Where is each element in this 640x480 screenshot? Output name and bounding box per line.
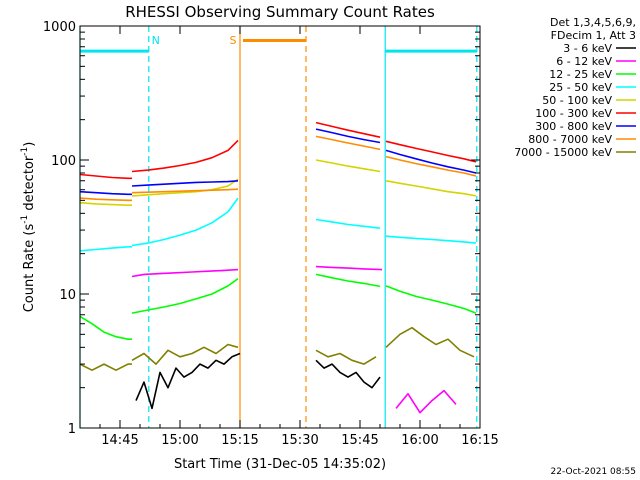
chart-title: RHESSI Observing Summary Count Rates: [125, 3, 435, 21]
x-axis-label: Start Time (31-Dec-05 14:35:02): [174, 457, 386, 472]
series-2-segment-3: [395, 389, 457, 414]
y-axis-label-part-1: Count Rate (s: [22, 224, 37, 313]
series-6-segment-4: [385, 140, 477, 163]
y-axis-label-part-3: ): [22, 142, 37, 147]
legend-label-7: 300 - 800 keV: [535, 120, 612, 133]
series-1-segment-1: [135, 352, 241, 410]
marker-s: S: [230, 34, 237, 47]
series-1: [135, 352, 381, 410]
y-tick-label-1: 1: [68, 422, 76, 437]
y-axis-label-sup-2: -1: [20, 147, 30, 156]
series-9-segment-3: [315, 349, 377, 365]
legend-label-1: 3 - 6 keV: [563, 42, 612, 55]
series-2: [131, 265, 457, 414]
legend-label-8: 800 - 7000 keV: [528, 133, 612, 146]
series-3: [79, 273, 477, 341]
series-8: [79, 135, 477, 202]
series-5-segment-1: [79, 201, 132, 206]
y-axis-label: Count Rate (s-1 detector-1): [20, 142, 37, 313]
series-5-segment-2: [131, 178, 239, 197]
series-7-segment-2: [131, 180, 239, 187]
legend-header-line-1: Det 1,3,4,5,6,9,: [550, 16, 636, 29]
generation-timestamp: 22-Oct-2021 08:55: [551, 467, 636, 477]
series-7-segment-1: [79, 190, 132, 196]
legend-label-5: 50 - 100 keV: [542, 94, 612, 107]
series-4-segment-3: [315, 218, 381, 229]
axes: 14:45 15:00 15:15 15:30 15:45 16:00 16:15 1 10 10…: [43, 20, 499, 448]
y-axis-label-sup-1: -1: [20, 215, 30, 224]
series-2-segment-1: [131, 268, 239, 278]
series-9-segment-1: [79, 363, 132, 372]
series-4: [79, 197, 477, 252]
series-3-segment-2: [131, 278, 239, 314]
legend: Det 1,3,4,5,6,9, FDecim 1, Att 3 3 - 6 k…: [514, 16, 636, 159]
x-tick-label-7: 16:15: [461, 433, 498, 448]
series-7-segment-4: [385, 149, 477, 174]
legend-label-4: 25 - 50 keV: [549, 81, 612, 94]
series-4-segment-4: [385, 235, 477, 244]
series-6: [79, 121, 477, 180]
legend-label-3: 12 - 25 keV: [549, 68, 612, 81]
series-6-segment-1: [79, 173, 132, 180]
series-4-segment-2: [131, 197, 239, 247]
series-8-segment-1: [79, 197, 132, 202]
legend-label-2: 6 - 12 keV: [556, 55, 612, 68]
y-tick-label-4: 1000: [43, 20, 76, 35]
series-8-segment-2: [131, 188, 239, 194]
series-3-segment-3: [315, 273, 381, 288]
series-9: [79, 326, 475, 372]
x-tick-label-6: 16:00: [401, 433, 438, 448]
legend-label-6: 100 - 300 keV: [535, 107, 612, 120]
series-5-segment-4: [385, 180, 477, 197]
plot-frame: [79, 25, 481, 429]
series-5-segment-3: [315, 159, 381, 173]
series-6-segment-2: [131, 139, 239, 173]
marker-n: N: [152, 34, 160, 47]
x-tick-label-3: 15:15: [221, 433, 258, 448]
legend-header-line-2: FDecim 1, Att 3: [551, 29, 636, 42]
series-5: [79, 159, 477, 206]
series-2-segment-2: [315, 265, 383, 271]
series-3-segment-1: [79, 315, 132, 341]
y-axis-label-part-2: detector: [22, 155, 37, 215]
y-tick-label-3: 100: [51, 154, 76, 169]
series-8-segment-4: [385, 155, 477, 177]
legend-label-9: 7000 - 15000 keV: [514, 146, 612, 159]
series-3-segment-4: [385, 285, 477, 314]
series-7: [79, 128, 477, 196]
series-9-segment-2: [131, 343, 239, 365]
series-1-segment-2: [315, 359, 381, 389]
x-tick-label-1: 14:45: [101, 433, 138, 448]
series-9-segment-4: [385, 326, 475, 358]
series-4-segment-1: [79, 246, 132, 252]
series-8-segment-3: [315, 135, 381, 151]
series-7-segment-3: [315, 128, 381, 144]
x-tick-label-5: 15:45: [341, 433, 378, 448]
y-tick-label-2: 10: [59, 288, 76, 303]
x-tick-label-2: 15:00: [161, 433, 198, 448]
x-tick-label-4: 15:30: [281, 433, 318, 448]
series-6-segment-3: [315, 121, 381, 138]
